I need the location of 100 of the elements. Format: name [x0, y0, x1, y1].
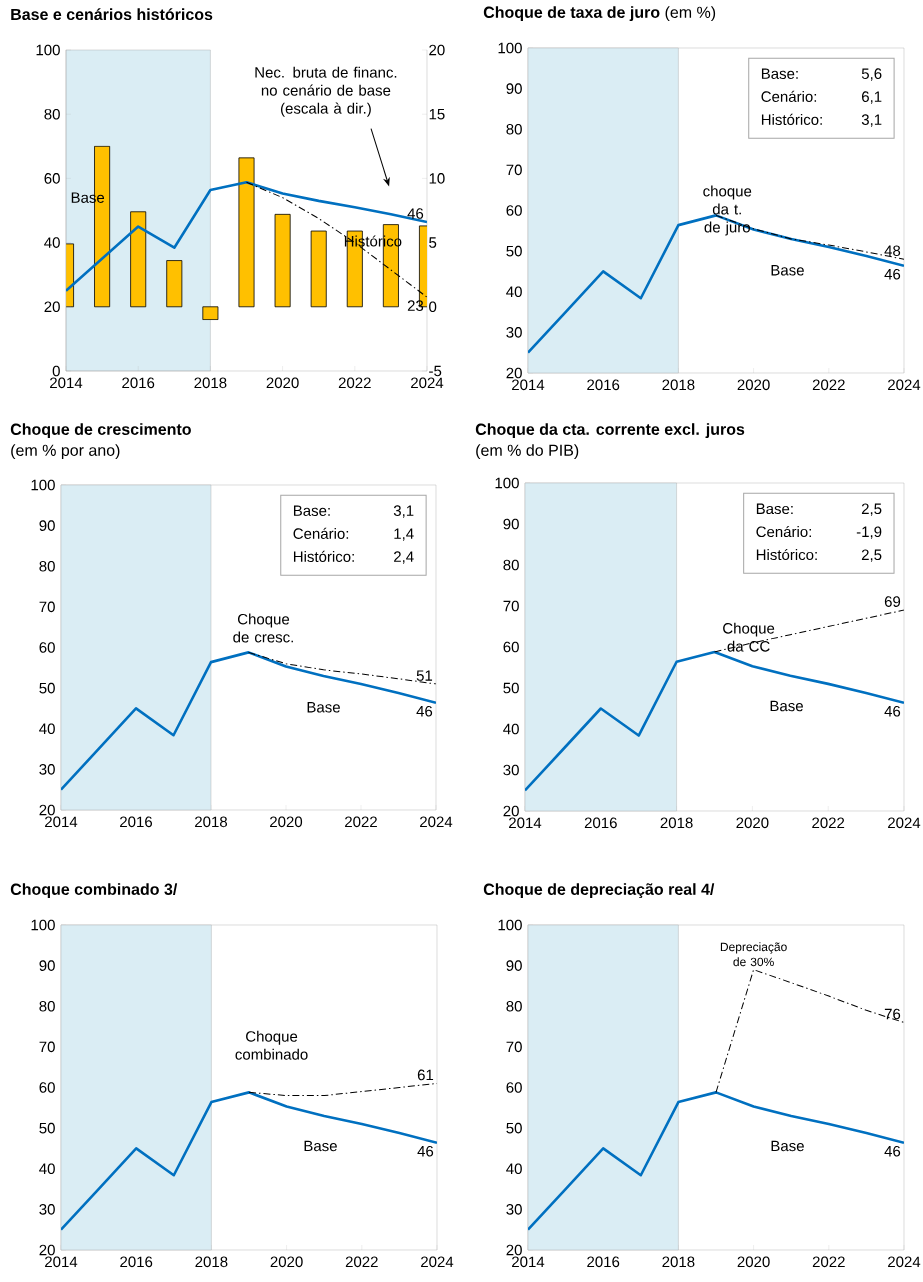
line-series — [714, 609, 904, 653]
data-label: 46 — [407, 208, 424, 219]
annotation: Choque da CC — [723, 622, 775, 652]
y-tick-label: 100 — [31, 919, 55, 931]
x-tick-label: 2014 — [50, 377, 83, 389]
annotation: Base — [304, 1140, 337, 1152]
annotation: Choque de cresc. — [233, 613, 293, 643]
chart-subtitle: (em %) — [665, 6, 716, 22]
x-tick-label: 2018 — [195, 1256, 228, 1268]
annotation: Base: — [756, 503, 793, 515]
y-tick-label: 80 — [503, 559, 519, 571]
y-tick-label: 60 — [39, 1082, 55, 1093]
annotation: 3,1 — [861, 114, 882, 127]
chart-title: Choque de taxa de juro — [483, 6, 660, 22]
y-tick-label: 20 — [503, 805, 519, 817]
bar — [274, 213, 291, 308]
x-tick-label: 2016 — [122, 377, 155, 389]
y-tick-label: 90 — [39, 960, 55, 971]
y2-tick-label: 15 — [429, 108, 445, 120]
y-tick-label: 70 — [506, 164, 522, 176]
annotation: Choque combinado — [235, 1030, 308, 1060]
chart-title: Base e cenários históricos — [11, 8, 213, 21]
annotation: Histórico — [344, 235, 402, 247]
y-tick-label: 50 — [503, 682, 519, 694]
data-label: 69 — [884, 596, 901, 607]
y-tick-label: 60 — [506, 1082, 522, 1093]
data-label: 48 — [884, 245, 901, 257]
x-tick-label: 2018 — [662, 379, 695, 391]
y-tick-label: 30 — [39, 1204, 55, 1215]
y-tick-label: 70 — [506, 1041, 522, 1053]
x-tick-label: 2024 — [420, 816, 453, 828]
annotation: Histórico: — [293, 550, 354, 562]
annotation: Base — [771, 265, 804, 276]
chart-title: Choque de depreciação real 4/ — [483, 883, 715, 899]
y-tick-label: 20 — [44, 301, 60, 313]
y-tick-label: 100 — [498, 919, 522, 931]
x-tick-label: 2016 — [587, 1256, 620, 1268]
annotation: choque da t. de juro — [703, 185, 752, 236]
x-tick-label: 2018 — [660, 817, 693, 829]
chart-title: Choque combinado 3/ — [10, 883, 178, 899]
y-tick-label: 80 — [39, 1000, 55, 1012]
x-tick-label: 2014 — [509, 817, 542, 829]
data-label: 23 — [407, 300, 424, 311]
annotation: Base: — [761, 68, 798, 79]
y-tick-label: 50 — [506, 245, 522, 257]
y-tick-label: 100 — [498, 42, 522, 54]
annotation: 2,4 — [394, 551, 414, 564]
line-series — [528, 214, 904, 354]
y-tick-label: 90 — [503, 518, 519, 530]
annotation: Cenário: — [293, 527, 349, 539]
annotation: 6,1 — [862, 91, 882, 104]
x-tick-label: 2020 — [736, 817, 769, 829]
y-tick-label: 80 — [506, 1000, 522, 1012]
annotation: 3,1 — [393, 505, 414, 518]
bar — [202, 306, 219, 321]
y-tick-label: 60 — [44, 173, 60, 184]
y-tick-label: 50 — [506, 1122, 522, 1134]
annotation: Base — [770, 700, 803, 712]
x-tick-label: 2024 — [411, 377, 444, 389]
y-tick-label: 90 — [506, 960, 522, 971]
line-series — [61, 1091, 437, 1231]
x-tick-label: 2022 — [812, 1256, 845, 1268]
line-series — [525, 650, 904, 792]
annotation: Cenário: — [761, 90, 817, 102]
x-tick-label: 2024 — [888, 817, 921, 829]
annotation: 2,5 — [861, 503, 882, 516]
y-tick-label: 30 — [506, 327, 522, 338]
data-label: 61 — [417, 1069, 434, 1081]
x-tick-label: 2014 — [45, 1256, 78, 1268]
y-tick-label: 50 — [39, 1122, 55, 1134]
y-tick-label: 60 — [506, 205, 522, 216]
chart-title: Choque da cta. corrente excl. juros — [475, 423, 745, 439]
x-tick-label: 2022 — [345, 1256, 378, 1268]
x-tick-label: 2020 — [266, 377, 299, 389]
y-tick-label: 40 — [503, 723, 519, 735]
y-tick-label: 80 — [506, 123, 522, 135]
y-tick-label: 100 — [495, 477, 519, 489]
data-label: 51 — [416, 670, 433, 681]
y-tick-label: 80 — [39, 560, 55, 572]
x-tick-label: 2022 — [338, 377, 371, 389]
line-series — [248, 651, 436, 685]
y-tick-label: 0 — [52, 365, 60, 377]
line-series — [528, 1091, 904, 1231]
y-tick-label: 100 — [36, 44, 60, 56]
y2-tick-label: 20 — [429, 44, 445, 56]
x-tick-label: 2024 — [421, 1256, 454, 1268]
y-tick-label: 40 — [506, 1163, 522, 1175]
x-tick-label: 2016 — [120, 1256, 153, 1268]
y-tick-label: 20 — [506, 1244, 522, 1256]
bar — [310, 230, 327, 308]
y-tick-label: 90 — [506, 83, 522, 94]
y2-tick-label: 10 — [429, 173, 445, 184]
annotation: 2,5 — [861, 549, 882, 562]
y-tick-label: 70 — [503, 600, 519, 612]
y-tick-label: 40 — [39, 1163, 55, 1175]
y-tick-label: 40 — [39, 723, 55, 735]
data-label: 46 — [884, 1145, 901, 1157]
x-tick-label: 2022 — [345, 816, 377, 828]
data-label: 46 — [416, 705, 433, 717]
chart-subtitle: (em % por ano) — [11, 444, 120, 460]
